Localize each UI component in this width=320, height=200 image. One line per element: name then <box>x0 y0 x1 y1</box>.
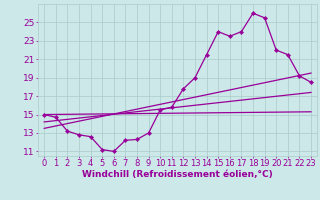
X-axis label: Windchill (Refroidissement éolien,°C): Windchill (Refroidissement éolien,°C) <box>82 170 273 179</box>
